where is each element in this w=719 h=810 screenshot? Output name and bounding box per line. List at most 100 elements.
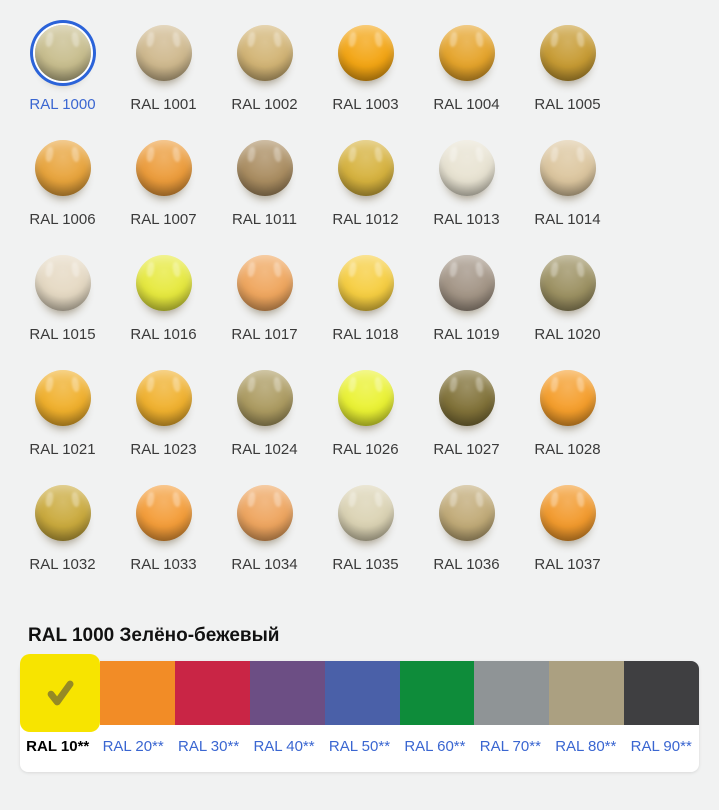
color-label[interactable]: RAL 1015 xyxy=(29,326,96,343)
tab-ral-80[interactable]: RAL 80** xyxy=(555,738,617,755)
color-item-ral-1018[interactable]: RAL 1018 xyxy=(315,246,416,361)
color-label[interactable]: RAL 1021 xyxy=(29,441,96,458)
color-label[interactable]: RAL 1023 xyxy=(130,441,197,458)
color-label[interactable]: RAL 1034 xyxy=(231,556,298,573)
swatch-ral-60[interactable] xyxy=(399,661,475,725)
color-item-ral-1007[interactable]: RAL 1007 xyxy=(113,131,214,246)
color-label[interactable]: RAL 1024 xyxy=(231,441,298,458)
color-item-ral-1024[interactable]: RAL 1024 xyxy=(214,361,315,476)
color-label[interactable]: RAL 1028 xyxy=(534,441,601,458)
color-label[interactable]: RAL 1037 xyxy=(534,556,601,573)
color-ball[interactable] xyxy=(236,25,293,81)
color-ball[interactable] xyxy=(236,370,293,426)
color-ball[interactable] xyxy=(539,25,596,81)
color-label[interactable]: RAL 1001 xyxy=(130,96,197,113)
color-item-ral-1012[interactable]: RAL 1012 xyxy=(315,131,416,246)
color-label[interactable]: RAL 1020 xyxy=(534,326,601,343)
tab-ral-20[interactable]: RAL 20** xyxy=(102,738,164,755)
color-label[interactable]: RAL 1006 xyxy=(29,211,96,228)
color-item-ral-1002[interactable]: RAL 1002 xyxy=(214,16,315,131)
color-ball[interactable] xyxy=(337,370,394,426)
color-label[interactable]: RAL 1017 xyxy=(231,326,298,343)
color-ball[interactable] xyxy=(337,140,394,196)
color-item-ral-1036[interactable]: RAL 1036 xyxy=(416,476,517,591)
color-ball[interactable] xyxy=(539,255,596,311)
color-label[interactable]: RAL 1000 xyxy=(29,96,96,113)
color-item-ral-1000[interactable]: RAL 1000 xyxy=(12,16,113,131)
color-item-ral-1034[interactable]: RAL 1034 xyxy=(214,476,315,591)
color-label[interactable]: RAL 1011 xyxy=(231,211,298,228)
color-item-ral-1021[interactable]: RAL 1021 xyxy=(12,361,113,476)
color-ball[interactable] xyxy=(236,255,293,311)
color-ball[interactable] xyxy=(539,485,596,541)
color-label[interactable]: RAL 1035 xyxy=(332,556,399,573)
color-ball[interactable] xyxy=(539,140,596,196)
swatch-ral-20[interactable] xyxy=(100,661,175,725)
color-item-ral-1035[interactable]: RAL 1035 xyxy=(315,476,416,591)
color-item-ral-1026[interactable]: RAL 1026 xyxy=(315,361,416,476)
color-ball[interactable] xyxy=(438,255,495,311)
color-label[interactable]: RAL 1013 xyxy=(433,211,500,228)
color-label[interactable]: RAL 1032 xyxy=(29,556,96,573)
color-ball[interactable] xyxy=(135,485,192,541)
color-ball[interactable] xyxy=(34,255,91,311)
swatch-ral-90[interactable] xyxy=(624,661,699,725)
color-ball[interactable] xyxy=(135,255,192,311)
color-item-ral-1028[interactable]: RAL 1028 xyxy=(517,361,618,476)
swatch-ral-10[interactable] xyxy=(20,654,100,732)
color-item-ral-1015[interactable]: RAL 1015 xyxy=(12,246,113,361)
swatch-ral-70[interactable] xyxy=(474,661,550,725)
color-label[interactable]: RAL 1007 xyxy=(130,211,197,228)
color-ball[interactable] xyxy=(337,255,394,311)
color-ball[interactable] xyxy=(337,25,394,81)
color-item-ral-1020[interactable]: RAL 1020 xyxy=(517,246,618,361)
swatch-ral-40[interactable] xyxy=(249,661,325,725)
color-ball[interactable] xyxy=(34,140,91,196)
color-ball[interactable] xyxy=(135,370,192,426)
color-item-ral-1003[interactable]: RAL 1003 xyxy=(315,16,416,131)
color-label[interactable]: RAL 1014 xyxy=(534,211,601,228)
color-ball[interactable] xyxy=(236,140,293,196)
color-label[interactable]: RAL 1018 xyxy=(332,326,399,343)
color-ball[interactable] xyxy=(135,140,192,196)
color-ball[interactable] xyxy=(236,485,293,541)
tab-ral-60[interactable]: RAL 60** xyxy=(404,738,466,755)
color-label[interactable]: RAL 1026 xyxy=(332,441,399,458)
color-label[interactable]: RAL 1033 xyxy=(130,556,197,573)
tab-ral-30[interactable]: RAL 30** xyxy=(178,738,240,755)
color-label[interactable]: RAL 1004 xyxy=(433,96,500,113)
tab-ral-90[interactable]: RAL 90** xyxy=(630,738,692,755)
color-label[interactable]: RAL 1005 xyxy=(534,96,601,113)
color-label[interactable]: RAL 1019 xyxy=(433,326,500,343)
color-item-ral-1016[interactable]: RAL 1016 xyxy=(113,246,214,361)
color-ball[interactable] xyxy=(135,25,192,81)
color-ball[interactable] xyxy=(337,485,394,541)
swatch-ral-80[interactable] xyxy=(549,661,625,725)
color-item-ral-1033[interactable]: RAL 1033 xyxy=(113,476,214,591)
swatch-ral-50[interactable] xyxy=(324,661,400,725)
color-ball[interactable] xyxy=(438,25,495,81)
color-ball[interactable] xyxy=(34,25,91,81)
color-label[interactable]: RAL 1003 xyxy=(332,96,399,113)
color-ball[interactable] xyxy=(539,370,596,426)
color-item-ral-1037[interactable]: RAL 1037 xyxy=(517,476,618,591)
color-label[interactable]: RAL 1036 xyxy=(433,556,500,573)
color-item-ral-1005[interactable]: RAL 1005 xyxy=(517,16,618,131)
color-label[interactable]: RAL 1027 xyxy=(433,441,500,458)
color-label[interactable]: RAL 1012 xyxy=(332,211,399,228)
swatch-ral-30[interactable] xyxy=(174,661,250,725)
color-item-ral-1023[interactable]: RAL 1023 xyxy=(113,361,214,476)
color-item-ral-1006[interactable]: RAL 1006 xyxy=(12,131,113,246)
color-item-ral-1011[interactable]: RAL 1011 xyxy=(214,131,315,246)
tab-ral-40[interactable]: RAL 40** xyxy=(253,738,315,755)
color-ball[interactable] xyxy=(34,485,91,541)
color-ball[interactable] xyxy=(438,140,495,196)
tab-ral-70[interactable]: RAL 70** xyxy=(479,738,541,755)
color-ball[interactable] xyxy=(438,370,495,426)
color-item-ral-1019[interactable]: RAL 1019 xyxy=(416,246,517,361)
color-label[interactable]: RAL 1016 xyxy=(130,326,197,343)
color-item-ral-1017[interactable]: RAL 1017 xyxy=(214,246,315,361)
color-item-ral-1001[interactable]: RAL 1001 xyxy=(113,16,214,131)
tab-ral-10[interactable]: RAL 10** xyxy=(26,738,90,755)
color-item-ral-1027[interactable]: RAL 1027 xyxy=(416,361,517,476)
